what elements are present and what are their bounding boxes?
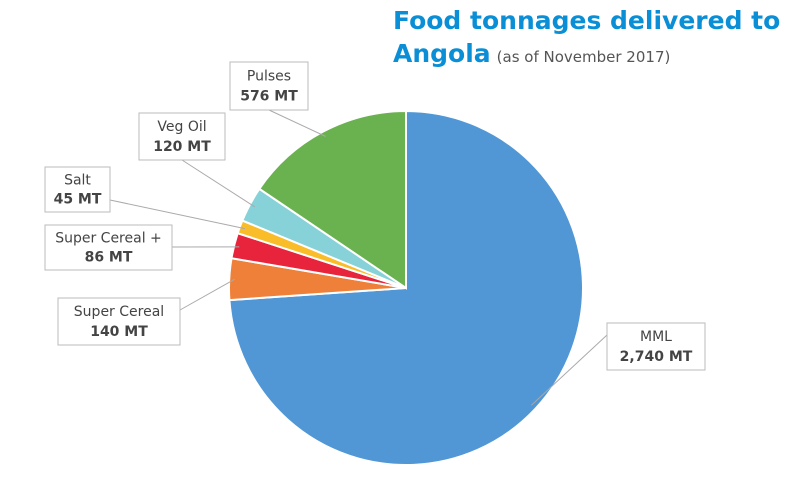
label-box [57,297,181,346]
slice-label: Super Cereal + [55,231,162,247]
title-block: Food tonnages delivered to Angola (as of … [393,6,810,72]
label-box [606,322,706,371]
leader-line [268,109,326,137]
label-box [44,166,111,213]
value-label: 45 MT [54,191,102,207]
label-box [44,224,173,271]
chart-subtitle: (as of November 2017) [496,48,671,66]
leader-line [179,278,235,311]
slice-label: Pulses [247,68,291,84]
value-label: 140 MT [90,324,148,340]
slice-label: MML [640,329,672,345]
label-box [229,61,309,111]
chart-title: Food tonnages delivered to Angola [393,6,781,68]
leader-line [181,159,256,208]
title-area: Food tonnages delivered to Angola (as of … [393,6,810,86]
label-box [138,112,226,161]
value-label: 576 MT [240,89,298,105]
value-label: 2,740 MT [620,349,693,365]
value-label: 86 MT [85,249,133,265]
leader-line [109,199,245,230]
slice-label: Veg Oil [157,119,206,135]
slice-label: Salt [64,173,91,189]
leader-line [531,334,608,406]
pie-slice [257,109,407,290]
slice-label: Super Cereal [74,304,164,320]
value-label: 120 MT [153,139,211,155]
